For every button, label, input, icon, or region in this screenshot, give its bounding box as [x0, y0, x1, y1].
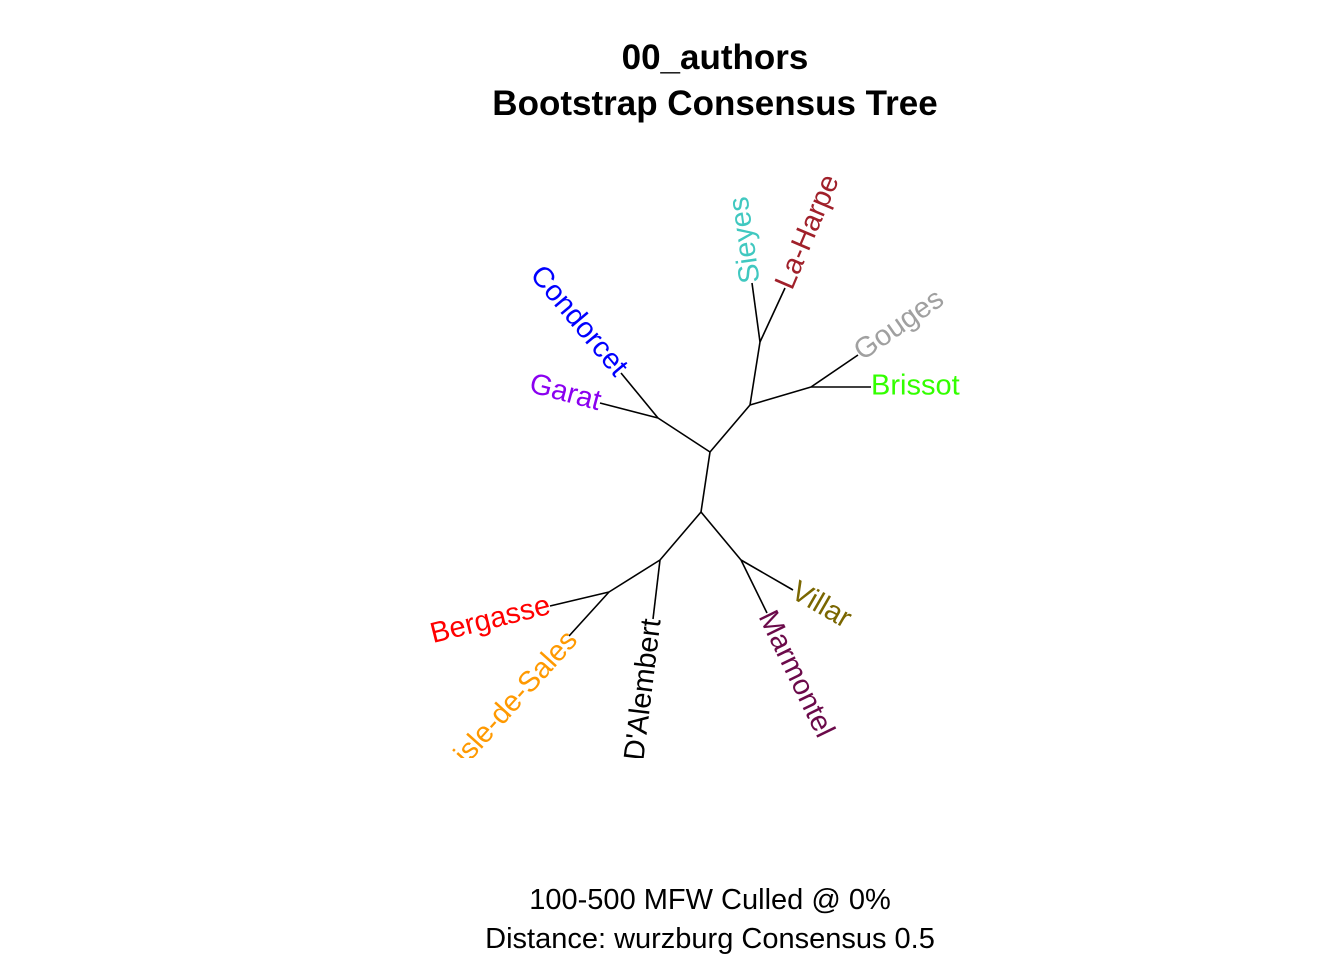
branch-marmontel [740, 559, 768, 614]
tip-labels: Sieyes La-Harpe Gouges Brissot Condorcet… [409, 170, 960, 813]
tip-label-dalembert: D'Alembert [618, 617, 667, 762]
parameters-caption: 100-500 MFW Culled @ 0% [529, 884, 891, 916]
tip-label-de-lisle-de-sales: de-Lisle-de-Sales [409, 624, 584, 813]
branch-delisle [568, 591, 610, 637]
branch-left-lower [659, 511, 702, 561]
branch-laharpe [759, 287, 786, 343]
tip-label-bergasse: Bergasse [427, 589, 554, 650]
chart-subtitle: Bootstrap Consensus Tree [492, 84, 938, 123]
branch-dalembert [652, 559, 661, 620]
branch-gouges-brissot [749, 386, 812, 406]
branch-root-upper [700, 451, 711, 513]
tip-label-villar: Villar [786, 575, 858, 635]
branch-garat [599, 402, 659, 419]
tip-label-la-harpe: La-Harpe [769, 170, 846, 294]
branch-sieyes-laharpe [749, 341, 761, 406]
tip-label-garat: Garat [526, 367, 604, 417]
tip-label-brissot: Brissot [871, 370, 960, 402]
branch-sieyes [751, 282, 761, 343]
branch-condorcet [620, 372, 659, 419]
tip-label-gouges: Gouges [848, 283, 950, 367]
branch-condorcet-garat [657, 417, 711, 453]
branch-right-lower [700, 511, 742, 561]
branch-villar [740, 559, 794, 591]
tree-branches [549, 282, 871, 637]
chart-title: 00_authors [621, 38, 809, 77]
branch-right-clade [709, 404, 751, 453]
branch-bergasse-delisle [608, 559, 661, 593]
tip-label-sieyes: Sieyes [723, 195, 767, 286]
branch-bergasse [549, 591, 610, 607]
branch-gouges [810, 354, 859, 388]
tip-label-condorcet: Condorcet [524, 259, 635, 382]
distance-caption: Distance: wurzburg Consensus 0.5 [485, 923, 935, 955]
